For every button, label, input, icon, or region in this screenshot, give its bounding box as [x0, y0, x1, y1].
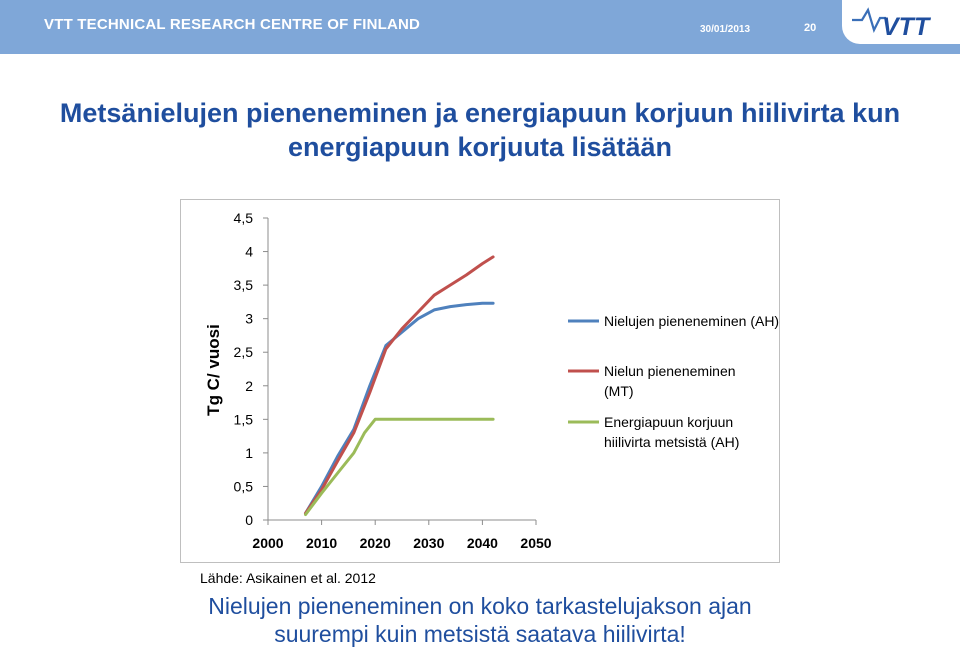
y-tick-label: 1 [245, 445, 253, 461]
x-tick-label: 2030 [413, 535, 444, 551]
series-line-3 [304, 417, 495, 517]
y-tick-label: 3 [245, 311, 253, 327]
slide-title-line2: energiapuun korjuuta lisätään [287, 132, 673, 162]
vtt-logo-icon: VTT [852, 7, 932, 41]
source-citation: Lähde: Asikainen et al. 2012 [200, 570, 376, 586]
y-tick-label: 2 [245, 378, 253, 394]
y-tick-label: 2,5 [234, 344, 254, 360]
y-tick-label: 0,5 [234, 478, 254, 494]
slide-title-line1: Metsänielujen pieneneminen ja energiapuu… [59, 98, 901, 128]
chart-frame: 0 0,5 1 1,5 2 2,5 3 3,5 4 4,5 2000 2010 2020 2030 204… [180, 199, 780, 563]
vtt-logo: VTT [842, 0, 960, 44]
slide-title: Metsänielujen pieneneminen ja energiapuu… [0, 96, 960, 164]
conclusion-line1: Nielujen pieneneminen on koko tarkastelu… [208, 593, 752, 619]
x-tick-label: 2000 [252, 535, 283, 551]
organization-name: VTT TECHNICAL RESEARCH CENTRE OF FINLAND [44, 16, 421, 33]
legend-label-1: Nielujen pieneneminen (AH) [604, 313, 779, 329]
y-tick-label: 4 [245, 244, 253, 260]
legend-label-3: Energiapuun korjuun hiilivirta metsistä (… [604, 414, 739, 450]
vtt-logo-text: VTT [882, 13, 932, 41]
header-bar: VTT TECHNICAL RESEARCH CENTRE OF FINLAND… [0, 0, 960, 54]
line-chart: 0 0,5 1 1,5 2 2,5 3 3,5 4 4,5 2000 2010 2020 2030 204… [204, 210, 779, 551]
y-tick-label: 0 [245, 512, 253, 528]
y-tick-label: 1,5 [234, 411, 254, 427]
conclusion-text: Nielujen pieneneminen on koko tarkastelu… [0, 592, 960, 648]
y-tick-label: 4,5 [234, 210, 254, 226]
x-tick-label: 2040 [467, 535, 498, 551]
y-axis-label: Tg C/ vuosi [204, 324, 223, 416]
x-tick-label: 2020 [360, 535, 391, 551]
slide-date: 30/01/2013 [700, 24, 751, 35]
y-tick-label: 3,5 [234, 277, 254, 293]
x-tick-label: 2010 [306, 535, 337, 551]
series-line-2 [304, 255, 495, 515]
x-tick-label: 2050 [520, 535, 551, 551]
conclusion-line2: suurempi kuin metsistä saatava hiilivirt… [274, 621, 686, 647]
legend-label-2: Nielun pieneneminen (MT) [604, 363, 736, 399]
series-line-1 [304, 301, 495, 515]
page-number: 20 [804, 22, 817, 34]
